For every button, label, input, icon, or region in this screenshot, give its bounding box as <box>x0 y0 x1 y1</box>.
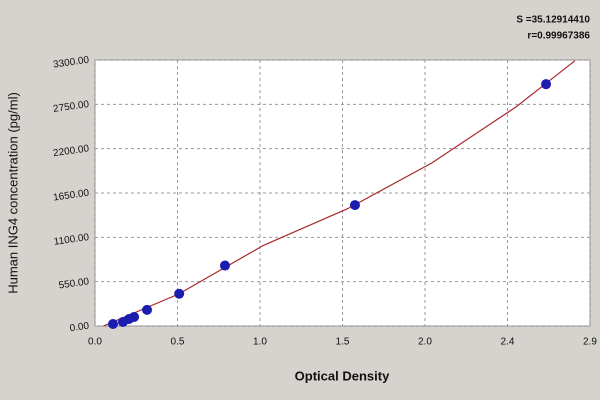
y-tick-label: 1100.00 <box>53 232 90 248</box>
y-tick-label: 2750.00 <box>52 99 90 115</box>
annotation: S =35.12914410 <box>516 15 590 26</box>
x-tick-label: 0.0 <box>88 337 102 348</box>
x-tick-label: 2.4 <box>501 337 515 348</box>
data-point <box>174 288 185 299</box>
x-tick-label: 2.0 <box>418 337 432 348</box>
y-tick-label: 0.00 <box>69 321 90 335</box>
data-point <box>108 318 119 329</box>
x-axis-label: Optical Density <box>295 368 390 383</box>
data-point <box>129 311 140 322</box>
data-point <box>541 79 552 90</box>
y-tick-label: 1650.00 <box>52 188 90 204</box>
x-tick-label: 0.5 <box>171 337 185 348</box>
y-tick-label: 550.00 <box>58 276 90 291</box>
x-tick-label: 1.5 <box>336 337 350 348</box>
y-axis-label: Human ING4 concentration (pg/ml) <box>5 92 20 294</box>
data-point <box>219 260 230 271</box>
x-tick-label: 2.9 <box>583 337 597 348</box>
data-point <box>142 304 153 315</box>
y-tick-label: 3300.00 <box>52 55 90 71</box>
y-tick-label: 2200.00 <box>52 143 90 159</box>
data-point <box>349 200 360 211</box>
annotation: r=0.99967386 <box>527 31 590 42</box>
x-tick-label: 1.0 <box>253 337 267 348</box>
